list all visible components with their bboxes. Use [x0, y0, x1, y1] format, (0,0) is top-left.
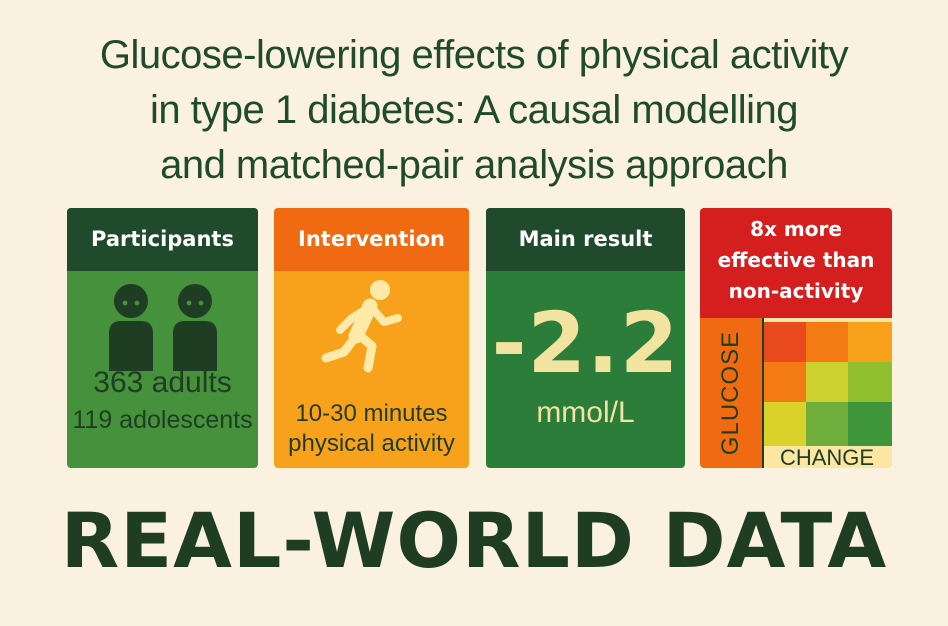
- effectiveness-line-1: 8x more: [750, 217, 842, 241]
- participants-heading: Participants: [67, 208, 258, 271]
- intervention-heading: Intervention: [274, 208, 469, 271]
- participants-adults: 363 adults: [93, 366, 232, 399]
- intervention-panel: Intervention 10-30 minutes physical acti…: [274, 208, 469, 468]
- effectiveness-line-3: non-activity: [728, 279, 864, 303]
- change-axis-label: CHANGE: [779, 445, 875, 469]
- glucose-axis-label: GLUCOSE: [717, 330, 744, 456]
- participants-panel: Participants 363 adults 119 adolescents: [67, 208, 258, 468]
- participants-adolescents: 119 adolescents: [72, 406, 253, 434]
- people-icon: [109, 284, 217, 371]
- main-result-value: -2.2: [491, 294, 680, 392]
- title-line-3: and matched-pair analysis approach: [160, 143, 788, 187]
- title-line-2: in type 1 diabetes: A causal modelling: [149, 88, 799, 132]
- title-line-1: Glucose-lowering effects of physical act…: [99, 33, 849, 77]
- real-world-data-banner: REAL-WORLD DATA: [60, 496, 888, 585]
- effectiveness-panel: 8x more effective than non-activity GLUC…: [700, 208, 892, 468]
- main-result-unit: mmol/L: [536, 396, 635, 429]
- main-result-heading: Main result: [486, 208, 685, 271]
- effectiveness-heading: 8x more effective than non-activity: [700, 208, 892, 318]
- heatmap-graphic: [762, 318, 892, 468]
- intervention-duration: 10-30 minutes: [295, 400, 448, 427]
- intervention-activity: physical activity: [288, 430, 455, 457]
- effectiveness-line-2: effective than: [717, 248, 875, 272]
- runner-icon: [321, 280, 402, 373]
- page-title: Glucose-lowering effects of physical act…: [40, 28, 908, 193]
- main-result-panel: Main result -2.2 mmol/L: [486, 208, 685, 468]
- glucose-axis-bar: [700, 318, 762, 468]
